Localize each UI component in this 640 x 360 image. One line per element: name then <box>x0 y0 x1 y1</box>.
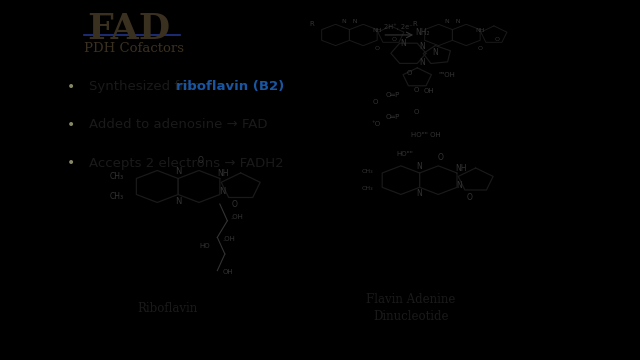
Text: .OH: .OH <box>222 236 236 242</box>
Text: CH₃: CH₃ <box>361 169 373 174</box>
Text: O: O <box>494 37 499 42</box>
Text: N: N <box>175 197 181 206</box>
Text: Riboflavin: Riboflavin <box>137 302 197 315</box>
Text: .OH: .OH <box>230 215 243 220</box>
Text: N   N: N N <box>342 19 357 24</box>
Text: N: N <box>417 162 422 171</box>
Text: Synthesized from: Synthesized from <box>90 80 210 93</box>
Text: R: R <box>412 21 417 27</box>
Text: NH: NH <box>218 169 229 178</box>
Text: HO"": HO"" <box>396 150 413 157</box>
Text: PDH Cofactors: PDH Cofactors <box>84 42 184 55</box>
Text: R: R <box>309 21 314 27</box>
Text: FAD: FAD <box>87 12 170 46</box>
Text: O: O <box>467 193 473 202</box>
Text: O: O <box>407 70 412 76</box>
Text: N: N <box>456 181 461 190</box>
Text: O═P: O═P <box>386 114 400 120</box>
Text: Flavin Adenine
Dinucleotide: Flavin Adenine Dinucleotide <box>366 293 456 323</box>
Text: O: O <box>198 156 204 165</box>
Text: HO: HO <box>200 243 211 249</box>
Text: O═P: O═P <box>386 92 400 98</box>
Text: N: N <box>219 187 225 196</box>
Text: ""OH: ""OH <box>438 72 455 78</box>
Text: 2H⁺, 2e⁻: 2H⁺, 2e⁻ <box>384 23 413 30</box>
Text: O: O <box>413 87 419 93</box>
Text: N: N <box>432 48 438 57</box>
Text: CH₃: CH₃ <box>361 186 373 191</box>
Text: N: N <box>400 40 406 49</box>
Text: O: O <box>373 99 378 105</box>
Text: Accepts 2 electrons → FADH2: Accepts 2 electrons → FADH2 <box>90 157 284 170</box>
Text: OH: OH <box>222 269 233 275</box>
Text: O: O <box>437 153 443 162</box>
Text: •: • <box>67 80 75 94</box>
Text: ⁺O: ⁺O <box>371 121 380 127</box>
Text: Added to adenosine → FAD: Added to adenosine → FAD <box>90 118 268 131</box>
Text: NH: NH <box>455 164 467 173</box>
Text: O: O <box>232 199 237 208</box>
Text: •: • <box>67 118 75 132</box>
Text: O: O <box>374 46 380 51</box>
Text: O: O <box>413 109 419 115</box>
Text: N   N: N N <box>445 19 460 24</box>
Text: N: N <box>175 167 181 176</box>
Text: NH: NH <box>476 28 485 33</box>
Text: •: • <box>67 156 75 170</box>
Text: riboflavin (B2): riboflavin (B2) <box>177 80 285 93</box>
Text: O: O <box>391 37 396 42</box>
Text: N: N <box>420 58 426 67</box>
Text: N: N <box>420 42 426 51</box>
Text: NH₂: NH₂ <box>415 28 430 37</box>
Text: N: N <box>417 189 422 198</box>
Text: CH₃: CH₃ <box>109 172 124 181</box>
Text: OH: OH <box>424 87 435 94</box>
Text: O: O <box>477 46 483 51</box>
Text: HO"" OH: HO"" OH <box>411 132 441 138</box>
Text: CH₃: CH₃ <box>109 192 124 201</box>
Text: NH: NH <box>372 28 382 33</box>
